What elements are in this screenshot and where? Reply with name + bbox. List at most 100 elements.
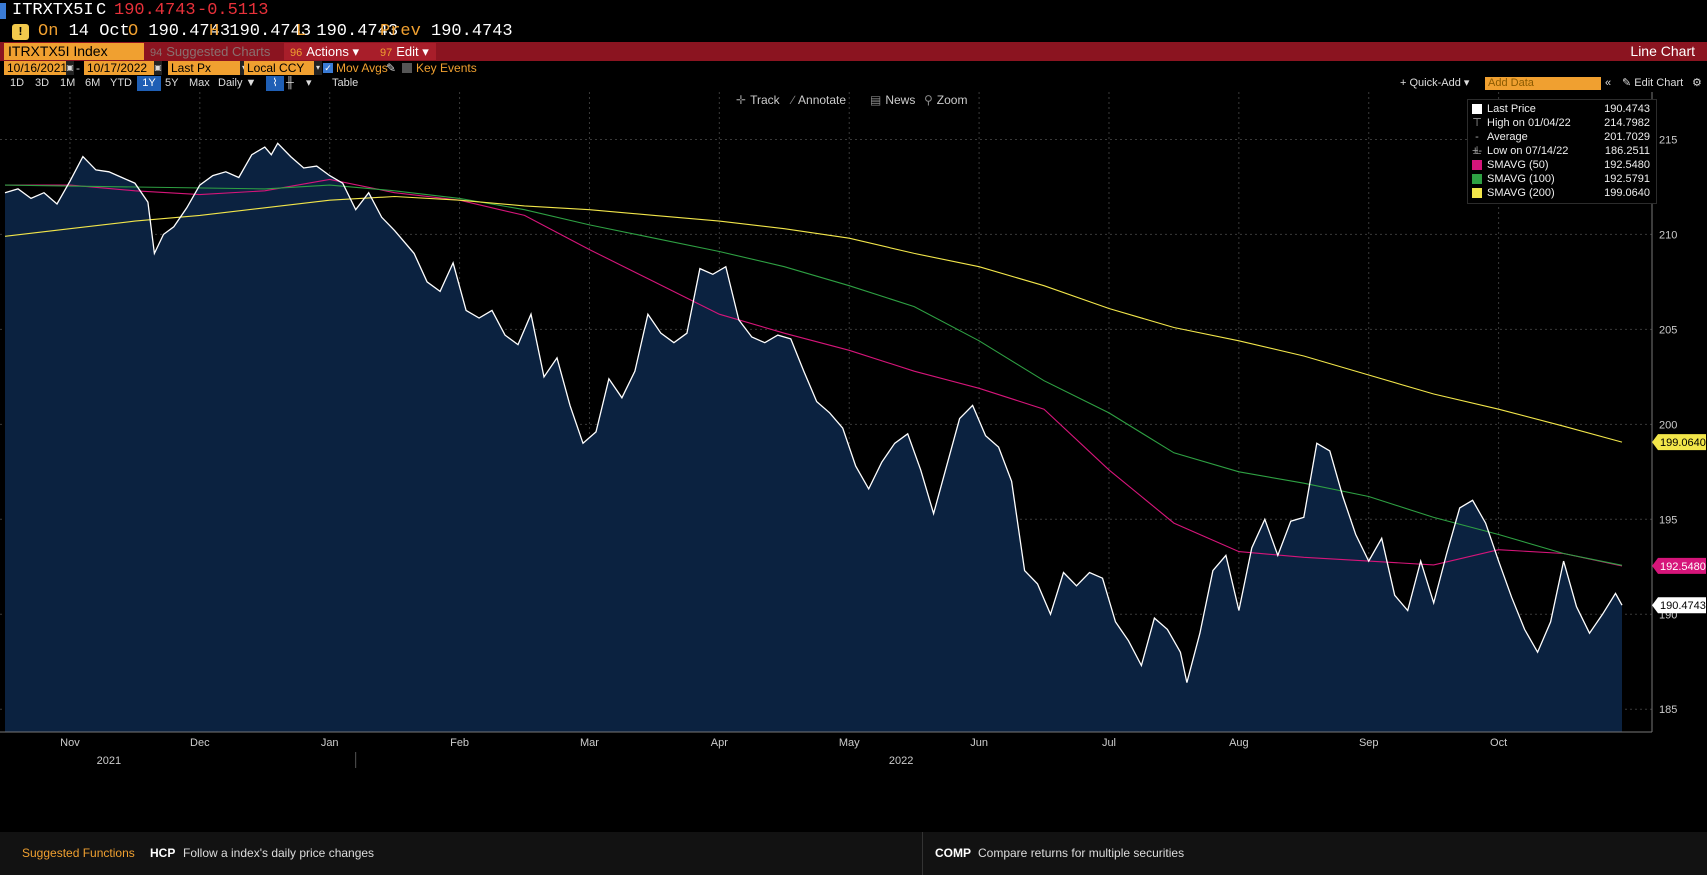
legend-swatch	[1472, 188, 1482, 198]
security-input[interactable]: ITRXTX5I Index	[4, 43, 144, 60]
suggested-charts-label: Suggested Charts	[166, 44, 271, 59]
chart-type-label[interactable]: Line Chart	[1630, 43, 1695, 59]
period-ytd[interactable]: YTD	[110, 77, 132, 89]
date-range-row: 10/16/2021 ▣ - 10/17/2022 ▣ Last Px ▾ Lo…	[0, 61, 1707, 76]
zoom-tool[interactable]: ⚲ Zoom	[924, 92, 967, 108]
prev-label: Prev	[380, 22, 421, 41]
annotate-tool[interactable]: ∕ Annotate	[792, 92, 846, 108]
legend-row[interactable]: ⊤ High on 01/04/22 214.7982	[1472, 116, 1652, 130]
crosshair-icon: ✛	[736, 93, 747, 107]
line-style-icon[interactable]: ⌇	[266, 76, 284, 91]
end-date-field[interactable]: 10/17/2022	[84, 61, 154, 75]
end-value-label-text: 192.5480	[1660, 561, 1706, 573]
x-tick-label: Jul	[1102, 737, 1116, 749]
chart-toolbar: ITRXTX5I Index 94 Suggested Charts 96 Acti…	[0, 42, 1707, 61]
quote-ticker: ITRXTX5I	[12, 1, 94, 20]
function-comp-code[interactable]: COMP	[935, 846, 971, 860]
gear-icon[interactable]: ⚙	[1692, 77, 1702, 89]
zoom-icon: ⚲	[924, 93, 933, 107]
news-tool[interactable]: ▤ News	[870, 92, 915, 108]
end-value-label-text: 190.4743	[1660, 600, 1706, 612]
period-1y[interactable]: 1Y	[137, 76, 161, 91]
track-tool[interactable]: ✛ Track	[736, 92, 780, 108]
on-label: On	[38, 22, 59, 41]
legend-row[interactable]: -+- Average 201.7029	[1472, 130, 1652, 157]
legend-name: SMAVG (100)	[1487, 173, 1555, 185]
period-5y[interactable]: 5Y	[165, 77, 179, 89]
legend-value: 192.5791	[1604, 173, 1650, 185]
legend-name: SMAVG (50)	[1487, 159, 1549, 171]
period-1d[interactable]: 1D	[10, 77, 25, 89]
add-data-input[interactable]: Add Data	[1485, 77, 1601, 90]
end-value-label: 190.4743	[1652, 597, 1706, 614]
actions-menu[interactable]: 96 Actions ▾	[284, 43, 376, 60]
legend-row[interactable]: Last Price 190.4743	[1472, 102, 1652, 116]
high-value: 190.4743	[229, 22, 312, 41]
start-date-calendar-icon[interactable]: ▣	[66, 61, 74, 75]
legend-row[interactable]: SMAVG (50) 192.5480	[1472, 158, 1652, 172]
news-icon: ▤	[870, 93, 882, 107]
low-label: L	[296, 22, 307, 41]
end-date-calendar-icon[interactable]: ▣	[154, 61, 162, 75]
end-value-label-box	[1652, 434, 1706, 451]
legend-value: 192.5480	[1604, 159, 1650, 171]
suggested-functions-label: Suggested Functions	[22, 846, 135, 860]
start-date-field[interactable]: 10/16/2021	[4, 61, 67, 75]
legend-marker-icon: ⊤	[1472, 117, 1482, 129]
legend-name: Low on 07/14/22	[1487, 145, 1569, 157]
alert-icon[interactable]: !	[12, 24, 29, 40]
edit-chart-label: Edit Chart	[1634, 77, 1684, 89]
period-1m[interactable]: 1M	[60, 77, 76, 89]
mov-avgs-checkbox[interactable]: ✓	[323, 63, 333, 73]
legend-name: Last Price	[1487, 103, 1536, 115]
period-3d[interactable]: 3D	[35, 77, 50, 89]
legend-value: 190.4743	[1604, 103, 1650, 115]
frequency-select[interactable]: Daily ▼	[218, 77, 257, 89]
collapse-icon[interactable]: «	[1605, 77, 1612, 89]
legend-name: Average	[1487, 131, 1528, 143]
legend-row[interactable]: SMAVG (200) 199.0640	[1472, 186, 1652, 200]
candle-style-icon[interactable]: ╫	[286, 77, 294, 89]
period-max[interactable]: Max	[189, 77, 210, 89]
edit-menu[interactable]: 97 Edit ▾	[374, 43, 436, 60]
legend-name: High on 01/04/22	[1487, 117, 1571, 129]
legend-marker-icon: ⊥	[1472, 145, 1482, 157]
high-label: H	[209, 22, 220, 41]
x-tick-label: May	[839, 737, 860, 749]
y-tick-label: 185	[1659, 704, 1677, 716]
period-6m[interactable]: 6M	[85, 77, 101, 89]
edit-chart-pencil-icon: ✎	[1622, 77, 1632, 89]
currency-chevron-icon[interactable]: ▾	[314, 61, 322, 75]
table-button[interactable]: Table	[332, 77, 359, 89]
function-comp-description[interactable]: Compare returns for multiple securities	[978, 846, 1185, 860]
legend-value: 199.0640	[1604, 187, 1650, 199]
series-line-smavg-200	[4, 195, 1623, 443]
chart-legend[interactable]: Last Price 190.4743 ⊤ High on 01/04/22 214.7…	[1467, 99, 1657, 204]
legend-name: SMAVG (200)	[1487, 187, 1555, 199]
x-tick-label: Feb	[450, 737, 469, 749]
end-value-label: 192.5480	[1652, 557, 1706, 574]
function-hcp-code[interactable]: HCP	[150, 846, 176, 860]
key-events-checkbox[interactable]	[402, 63, 412, 73]
y-tick-label: 200	[1659, 419, 1677, 431]
date-separator: -	[76, 61, 80, 75]
actions-label: Actions ▾	[306, 44, 360, 59]
price-field-select[interactable]: Last Px	[168, 61, 240, 75]
quote-c-label: C	[96, 1, 107, 20]
function-hcp-description[interactable]: Follow a index's daily price changes	[183, 846, 375, 860]
edit-chart-button[interactable]: ✎ Edit Chart	[1622, 76, 1683, 91]
mov-avgs-edit-icon[interactable]: ✎	[386, 61, 397, 75]
legend-row[interactable]: SMAVG (100) 192.5791	[1472, 172, 1652, 186]
suggested-charts-menu[interactable]: 94 Suggested Charts	[144, 43, 282, 60]
legend-row[interactable]: ⊥ Low on 07/14/22 186.2511	[1472, 144, 1652, 158]
quote-last-price: 190.4743	[114, 1, 196, 20]
currency-select[interactable]: Local CCY	[244, 61, 314, 75]
function-divider	[922, 832, 923, 875]
quick-add-button[interactable]: + Quick-Add ▾	[1400, 77, 1470, 89]
track-label: Track	[750, 93, 780, 107]
end-value-label-box	[1652, 597, 1706, 614]
style-chevron-icon[interactable]: ▾	[306, 77, 312, 89]
legend-swatch	[1472, 160, 1482, 170]
